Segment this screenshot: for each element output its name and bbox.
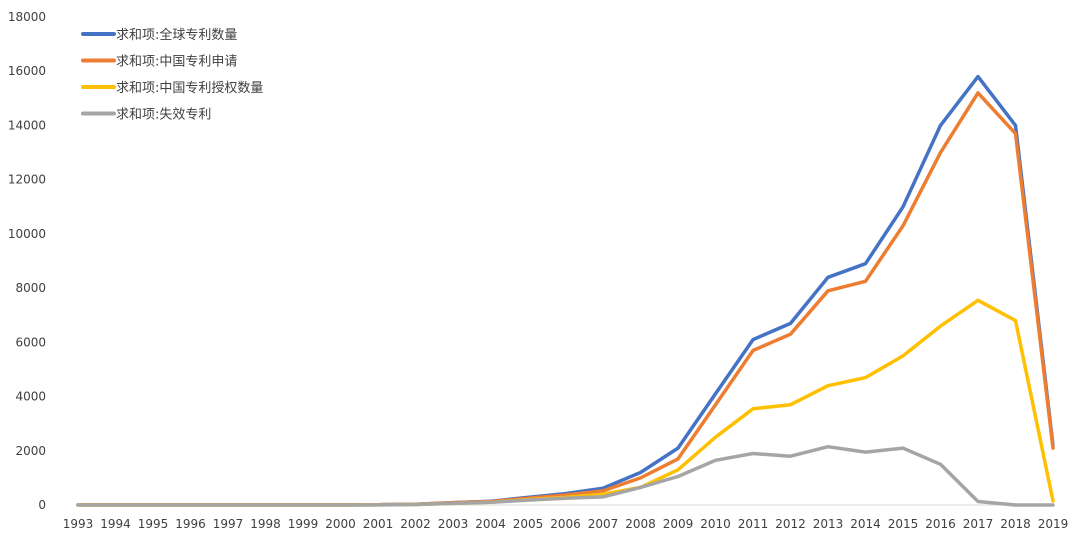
x-tick-label: 2009	[663, 517, 694, 531]
x-tick-label: 2014	[850, 517, 881, 531]
x-tick-label: 2013	[813, 517, 844, 531]
x-tick-label: 1994	[100, 517, 131, 531]
series-line-4	[76, 444, 1055, 507]
x-tick-label: 1996	[175, 517, 206, 531]
series-line-2	[76, 91, 1055, 507]
x-axis-tick-labels: 1993 1994 1995 1996 1997 1998 1999 2000 2001 2002…	[63, 517, 1069, 531]
x-tick-label: 1995	[138, 517, 169, 531]
x-tick-label: 2005	[513, 517, 544, 531]
legend-label: 求和项:中国专利授权数量	[116, 80, 263, 96]
x-tick-label: 1998	[250, 517, 281, 531]
x-tick-label: 2017	[963, 517, 994, 531]
legend-label: 求和项:中国专利申请	[116, 55, 237, 70]
legend-label: 求和项:全球专利数量	[116, 27, 237, 43]
x-tick-label: 2002	[400, 517, 431, 531]
legend-label: 求和项:失效专利	[116, 108, 211, 123]
x-tick-label: 1993	[63, 517, 94, 531]
x-tick-label: 2019	[1038, 517, 1069, 531]
y-tick-label: 10000	[8, 227, 46, 241]
y-tick-label: 12000	[8, 173, 46, 187]
series-line-1	[76, 74, 1055, 507]
x-tick-label: 2003	[438, 517, 469, 531]
x-tick-label: 2008	[625, 517, 656, 531]
x-tick-label: 2012	[775, 517, 806, 531]
y-tick-label: 16000	[8, 64, 46, 78]
y-tick-label: 18000	[8, 10, 46, 24]
x-tick-label: 2004	[475, 517, 506, 531]
y-tick-label: 0	[38, 498, 46, 512]
x-tick-label: 2010	[700, 517, 731, 531]
x-tick-label: 2007	[588, 517, 619, 531]
y-tick-label: 6000	[15, 335, 46, 349]
x-tick-label: 2018	[1000, 517, 1031, 531]
series-lines	[76, 74, 1055, 507]
y-tick-label: 14000	[8, 118, 46, 132]
y-tick-label: 8000	[15, 281, 46, 295]
x-tick-label: 2000	[325, 517, 356, 531]
x-tick-label: 1997	[213, 517, 244, 531]
x-tick-label: 2016	[925, 517, 956, 531]
x-tick-label: 2011	[738, 517, 769, 531]
x-tick-label: 2001	[363, 517, 394, 531]
y-tick-label: 4000	[15, 390, 46, 404]
x-tick-label: 2015	[888, 517, 919, 531]
y-tick-label: 2000	[15, 444, 46, 458]
x-tick-label: 2006	[550, 517, 581, 531]
y-axis-tick-labels: 0 2000 4000 6000 8000 10000 12000 14000 16000 180…	[8, 10, 46, 512]
series-line-3	[76, 298, 1055, 507]
x-tick-label: 1999	[288, 517, 319, 531]
